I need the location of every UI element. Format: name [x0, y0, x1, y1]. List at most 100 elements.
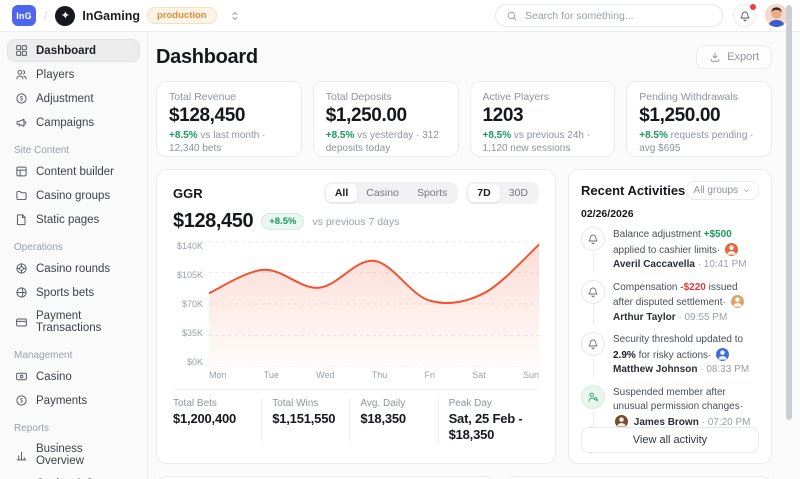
ggr-panel: GGR All Casino Sports 7D 30D $128,450 +8.5% … — [156, 169, 556, 464]
stat-card: Total Deposits $1,250.00 +8.5% vs yester… — [312, 81, 459, 157]
stat-delta: +8.5% — [325, 130, 355, 141]
ggr-value: $128,450 — [173, 210, 254, 232]
chart-bar-icon — [15, 449, 28, 462]
sidebar-item-label: Players — [36, 68, 75, 81]
activity-time: · 08:33 PM — [697, 364, 750, 375]
activity-user-name: Arthur Taylor — [613, 311, 676, 323]
sidebar-section-title: Reports — [14, 423, 50, 434]
segment-7d[interactable]: 7D — [468, 184, 500, 202]
timeline-connector — [592, 358, 594, 378]
card-icon — [15, 316, 28, 329]
recent-activities-title: Recent Activities — [581, 183, 686, 198]
sidebar-item-content-builder[interactable]: Content builder — [7, 160, 140, 183]
timeline-connector — [592, 305, 594, 325]
segment-sports[interactable]: Sports — [416, 187, 448, 199]
stat-delta: +8.5% — [169, 130, 198, 141]
chart-plot-area — [209, 241, 539, 367]
recent-activities-panel: Recent Activities All groups 02/26/2026 … — [568, 169, 772, 464]
activity-item: Balance adjustment +$500 applied to cash… — [581, 227, 759, 280]
search-placeholder: Search for something... — [525, 9, 634, 22]
sidebar-item-static-pages[interactable]: Static pages — [7, 208, 140, 231]
chip-icon — [15, 262, 28, 275]
sidebar-item-dashboard[interactable]: Dashboard — [7, 39, 140, 62]
activity-item: Security threshold updated to 2.9% for r… — [581, 332, 759, 385]
sidebar-item-label: Business Overview — [36, 443, 84, 467]
page-title: Dashboard — [156, 45, 258, 68]
sidebar-item-business-overview[interactable]: Business Overview — [7, 438, 140, 472]
segmented-control: All Casino Sports — [323, 182, 459, 204]
x-tick: Fri — [424, 370, 436, 380]
folder-icon — [15, 189, 28, 202]
segmented-control: 7D 30D — [466, 182, 539, 204]
ggr-delta-caption: vs previous 7 days — [312, 215, 400, 228]
search-input[interactable]: Search for something... — [495, 4, 723, 27]
sidebar-item-players[interactable]: Players — [7, 63, 140, 86]
stat-caption: +8.5% vs last month · 12,340 bets — [169, 130, 266, 154]
segment-all[interactable]: All — [325, 184, 358, 202]
stat-caption: +8.5% requests pending · avg $695 — [639, 130, 754, 154]
export-button[interactable]: Export — [696, 45, 772, 69]
grid-icon — [15, 44, 28, 57]
sidebar-item-casino-rounds[interactable]: Casino rounds — [7, 257, 140, 280]
sidebar-item-label: Casino rounds — [36, 262, 111, 275]
sidebar-item-casino-groups[interactable]: Casino groups — [7, 184, 140, 207]
sidebar-item-adjustment[interactable]: $ Adjustment — [7, 87, 140, 110]
segment-30d[interactable]: 30D — [508, 187, 528, 199]
chevron-updown-icon[interactable] — [228, 9, 242, 23]
activity-time: · 09:55 PM — [675, 311, 728, 323]
layout-icon — [15, 165, 28, 178]
coin-icon: $ — [15, 92, 28, 105]
sidebar-item-sports-bets[interactable]: Sports bets — [7, 281, 140, 304]
stat-label: Pending Withdrawals — [639, 91, 738, 103]
sidebar-item-casino-sports-ggr[interactable]: Casino & Sports GGR — [7, 473, 140, 479]
sidebar-item-payments[interactable]: $ Payments — [7, 389, 140, 412]
sidebar-item-payment-transactions[interactable]: Payment Transactions — [7, 305, 140, 339]
sidebar-item-label: Casino groups — [36, 189, 111, 202]
group-filter-select[interactable]: All groups — [685, 181, 759, 200]
stat-delta: +8.5% — [639, 130, 668, 141]
user-key-icon — [587, 391, 599, 403]
coin-icon: $ — [15, 394, 28, 407]
stat-cards-row: Total Revenue $128,450 +8.5% vs last mon… — [156, 81, 772, 157]
bell-icon — [739, 10, 751, 22]
ggr-delta-badge: +8.5% — [261, 213, 305, 230]
notification-dot — [750, 4, 756, 10]
ticket-icon — [15, 370, 28, 383]
download-icon — [709, 51, 721, 63]
environment-badge: production — [147, 7, 217, 24]
user-avatar[interactable] — [765, 4, 788, 27]
search-icon — [506, 10, 518, 22]
activities-date: 02/26/2026 — [581, 208, 634, 220]
sidebar-item-casino[interactable]: Casino — [7, 365, 140, 388]
activity-avatar — [730, 295, 744, 308]
stat-value: $1,250.00 — [325, 105, 407, 126]
segment-casino[interactable]: Casino — [366, 187, 399, 199]
view-all-activity-button[interactable]: View all activity — [581, 427, 759, 453]
below-fold-cards — [156, 476, 772, 479]
stat-card: Pending Withdrawals $1,250.00 +8.5% requ… — [626, 81, 772, 157]
sidebar-item-campaigns[interactable]: Campaigns — [7, 111, 140, 134]
ggr-footer-stat-label: Total Wins — [272, 398, 319, 409]
ggr-filters: All Casino Sports 7D 30D — [323, 182, 539, 204]
megaphone-icon — [15, 116, 28, 129]
activity-user-name: Matthew Johnson — [613, 364, 698, 375]
x-tick: Tue — [263, 370, 279, 380]
notifications-button[interactable] — [733, 4, 756, 27]
chart-y-axis: $140K $105K $70K $35K $0K — [173, 241, 203, 367]
activity-item: Suspended member after unusual permissio… — [581, 384, 759, 427]
ggr-footer-stat-value: $18,350 — [360, 411, 406, 426]
activity-item: Compensation -$220 issued after disputed… — [581, 279, 759, 333]
app-logo[interactable]: InG — [12, 5, 36, 26]
timeline-connector — [592, 410, 594, 427]
org-switcher[interactable]: ✦ InGaming production — [55, 5, 242, 26]
ggr-chart: $140K $105K $70K $35K $0K — [173, 241, 539, 367]
stat-card: Active Players 1203 +8.5% vs previous 24… — [469, 81, 616, 157]
ggr-footer-stat-value: Sat, 25 Feb - $18,350 — [448, 411, 523, 443]
sidebar-section-title: Site Content — [14, 145, 70, 156]
sidebar-item-label: Dashboard — [36, 44, 97, 57]
x-tick: Mon — [209, 370, 227, 380]
org-name: InGaming — [82, 8, 140, 23]
page-scrollbar-thumb[interactable] — [786, 5, 792, 420]
chart-x-axis: Mon Tue Wed Thu Fri Sat Sun — [209, 370, 539, 380]
y-tick: $35K — [181, 328, 203, 338]
